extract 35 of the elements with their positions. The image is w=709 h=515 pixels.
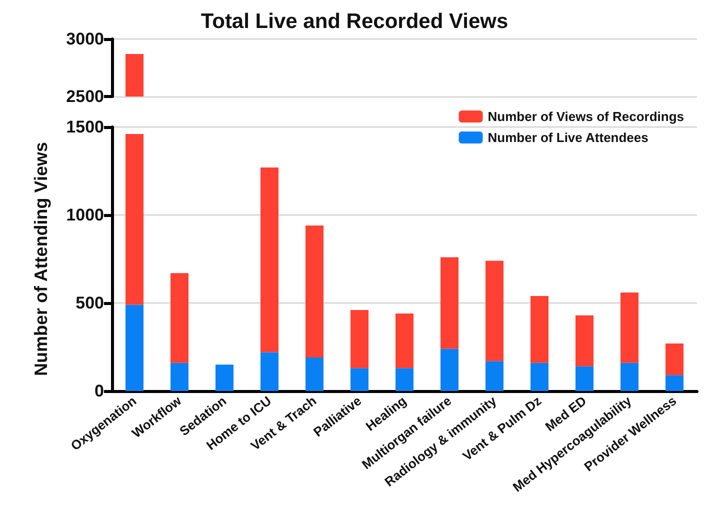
bar (530, 296, 548, 363)
y-tick-label: 2500 (66, 87, 104, 106)
bar (666, 375, 684, 391)
legend-label: Number of Live Attendees (488, 130, 648, 145)
y-tick-label: 0 (94, 382, 104, 400)
bar (620, 362, 638, 391)
bar (440, 348, 458, 391)
bar (530, 362, 548, 391)
bar (576, 315, 594, 366)
bar (170, 273, 188, 363)
bar (576, 366, 594, 391)
bar (396, 314, 414, 368)
bar (440, 257, 458, 349)
y-tick-label: 3000 (66, 30, 104, 48)
bar (486, 260, 504, 362)
bar (170, 362, 188, 391)
y-axis-title: Number of Attending Views (31, 142, 51, 376)
bar (260, 167, 278, 352)
y-tick-label: 1000 (66, 206, 104, 224)
bar (486, 361, 504, 391)
y-tick-label: 1500 (66, 118, 104, 136)
bar (350, 310, 368, 368)
legend-label: Number of Views of Recordings (488, 109, 684, 124)
bar (350, 368, 368, 391)
bar (216, 364, 234, 391)
chart-title: Total Live and Recorded Views (200, 10, 508, 33)
bar (306, 226, 324, 358)
bar (306, 358, 324, 391)
y-tick-label: 500 (76, 294, 104, 312)
bar (260, 352, 278, 391)
bar (126, 304, 144, 391)
bar (396, 368, 414, 391)
bar (126, 134, 144, 305)
bar (620, 292, 638, 363)
bar (666, 343, 684, 376)
